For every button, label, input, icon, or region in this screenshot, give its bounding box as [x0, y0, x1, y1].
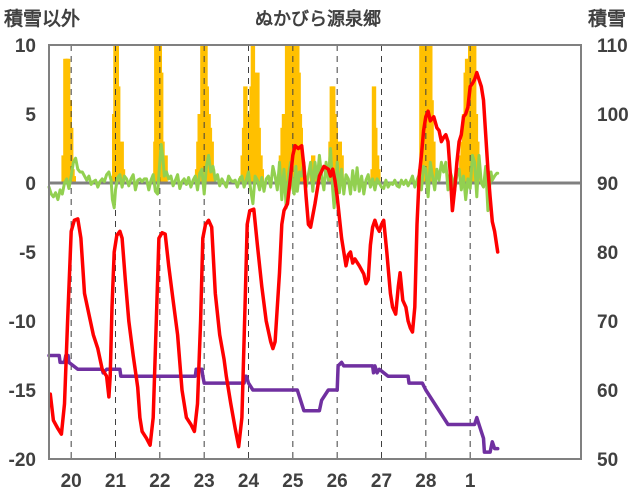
plot-frame	[48, 44, 582, 460]
right-tick-label: 70	[597, 312, 618, 333]
precipitation-bar	[159, 72, 164, 183]
right-tick-label: 110	[597, 36, 628, 57]
precipitation-bar	[116, 86, 121, 183]
right-tick-labels: 110 100 90 80 70 60 50	[597, 36, 629, 471]
precipitation-bar	[210, 169, 216, 183]
x-tick-label: 28	[415, 471, 436, 492]
chart-title: ぬかびら源泉郷	[255, 8, 381, 30]
left-tick-label: -5	[19, 243, 36, 264]
right-tick-label: 60	[597, 381, 618, 402]
precipitation-bar	[71, 176, 76, 183]
right-tick-label: 100	[597, 105, 629, 126]
x-tick-labels: 20 21 22 23 24 25 26 27 28 1	[61, 471, 476, 492]
precipitation-bar	[209, 141, 214, 183]
grid-lines	[49, 45, 581, 459]
x-tick-label: 24	[238, 471, 260, 492]
precipitation-bar	[243, 86, 248, 183]
x-tick-label: 20	[61, 471, 82, 492]
x-tick-label: 27	[371, 471, 392, 492]
precipitation-bar	[298, 127, 303, 183]
precipitation-bar	[119, 141, 124, 183]
left-axis-label: 積雪以外	[4, 7, 80, 30]
right-tick-label: 90	[597, 174, 618, 195]
left-tick-label: -20	[9, 450, 36, 471]
x-tick-label: 1	[465, 471, 476, 492]
x-tick-label: 23	[194, 471, 215, 492]
x-tick-label: 25	[282, 471, 304, 492]
left-tick-labels: 10 5 0 -5 -10 -15 -20	[9, 36, 37, 471]
left-tick-label: 10	[15, 36, 36, 57]
precipitation-bars	[61, 45, 480, 183]
x-tick-label: 22	[149, 471, 170, 492]
left-tick-label: 5	[25, 105, 36, 126]
right-tick-label: 50	[597, 450, 618, 471]
wind-line	[47, 142, 500, 213]
left-tick-label: -10	[9, 312, 36, 333]
precipitation-bar	[376, 169, 381, 183]
x-tick-label: 21	[105, 471, 127, 492]
right-tick-label: 80	[597, 243, 618, 264]
snow_depth-line	[47, 353, 500, 454]
precipitation-bar	[163, 155, 168, 183]
left-tick-label: 0	[25, 174, 36, 195]
left-tick-label: -15	[9, 381, 37, 402]
x-tick-label: 26	[327, 471, 348, 492]
series-lines	[47, 70, 500, 454]
precipitation-bar	[431, 141, 436, 183]
right-axis-label: 積雪	[588, 7, 626, 30]
temperature-line	[48, 70, 500, 449]
